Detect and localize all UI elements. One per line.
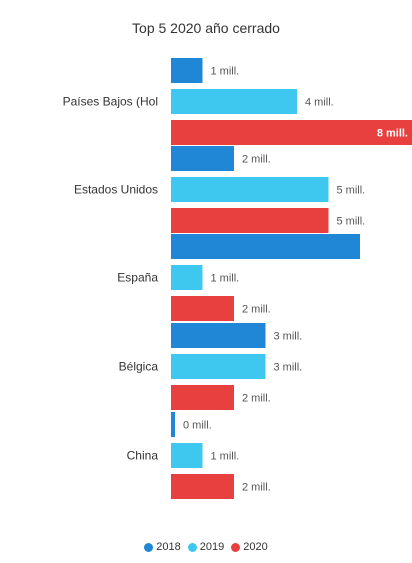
bar-2018	[171, 412, 175, 437]
data-label: 8 mill.	[377, 128, 408, 140]
data-label: 2 mill.	[242, 482, 271, 494]
bar-2019	[171, 89, 297, 114]
data-label: 5 mill.	[337, 216, 366, 228]
bar-2020	[171, 474, 234, 499]
chart-title: Top 5 2020 año cerrado	[132, 20, 280, 36]
bar-2020	[171, 120, 412, 145]
category-label: Estados Unidos	[74, 183, 158, 197]
bar-2020	[171, 385, 234, 410]
data-label: 3 mill.	[274, 331, 303, 343]
data-label: 2 mill.	[242, 393, 271, 405]
legend-dot-icon	[187, 542, 197, 552]
category-label: España	[117, 271, 158, 285]
legend-dot-icon	[144, 542, 154, 552]
legend-label: 2020	[243, 541, 268, 553]
category-label: China	[127, 449, 159, 463]
legend-item-2019: 2019	[187, 541, 225, 553]
data-label: 6 mill.	[377, 242, 408, 254]
data-label: 2 mill.	[242, 304, 271, 316]
bar-2018	[171, 146, 234, 171]
bar-2019	[171, 443, 203, 468]
bar-2019	[171, 265, 203, 290]
data-label: 0 mill.	[183, 420, 212, 432]
legend-label: 2019	[199, 541, 225, 553]
bar-2018	[171, 234, 360, 259]
data-label: 2 mill.	[242, 154, 271, 166]
bar-2018	[171, 58, 203, 83]
bar-2019	[171, 177, 329, 202]
bar-2020	[171, 296, 234, 321]
legend-dot-icon	[231, 542, 241, 552]
data-label: 1 mill.	[211, 273, 240, 285]
legend-label: 2018	[156, 541, 181, 553]
legend: 2018 2019 2020	[0, 541, 412, 553]
bar-2018	[171, 323, 266, 348]
category-label: Países Bajos (Hol	[63, 95, 158, 109]
bar-2020	[171, 208, 329, 233]
data-label: 3 mill.	[274, 362, 303, 374]
category-label: Bélgica	[119, 360, 159, 374]
bar-2019	[171, 354, 266, 379]
data-label: 5 mill.	[337, 185, 366, 197]
legend-item-2020: 2020	[231, 541, 268, 553]
data-label: 4 mill.	[305, 97, 334, 109]
data-label: 1 mill.	[211, 451, 240, 463]
data-label: 1 mill.	[211, 66, 240, 78]
legend-item-2018: 2018	[144, 541, 181, 553]
